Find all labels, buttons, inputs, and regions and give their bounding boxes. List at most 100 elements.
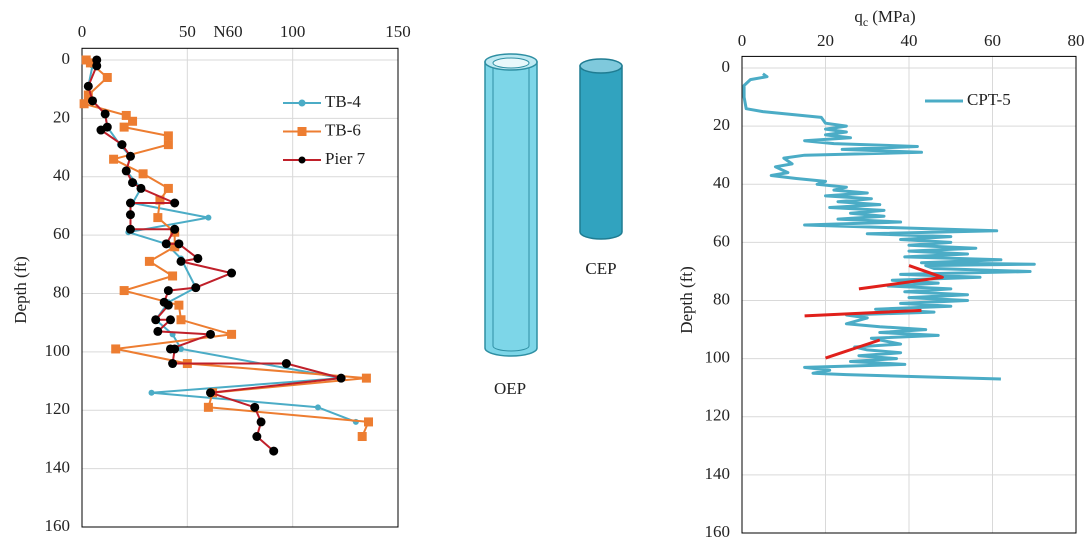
data-point (168, 271, 178, 281)
data-point (121, 166, 131, 176)
data-point (111, 344, 121, 354)
y-tick-label: 120 (705, 406, 731, 425)
oep-label: OEP (494, 379, 526, 398)
data-point (178, 345, 185, 352)
y-tick-label: 60 (53, 224, 70, 243)
series-line (804, 264, 944, 360)
data-point (250, 402, 260, 412)
y-tick-label: 0 (62, 49, 71, 68)
data-point (176, 256, 186, 266)
y-tick-label: 160 (45, 516, 71, 535)
data-point (136, 183, 146, 193)
x-tick-label: 0 (738, 31, 747, 50)
x-tick-label: 100 (280, 22, 306, 41)
data-point (163, 183, 173, 193)
data-point (102, 72, 112, 82)
data-point (206, 329, 216, 339)
series-line (87, 60, 343, 452)
y-tick-label: 100 (705, 348, 731, 367)
data-point (119, 122, 129, 132)
data-point (227, 329, 237, 339)
y-axis-label: Depth (ft) (11, 256, 30, 324)
x-tick-label: 20 (817, 31, 834, 50)
plot-frame (81, 47, 399, 528)
y-tick-label: 60 (713, 231, 730, 250)
legend-label: Pier 7 (325, 149, 366, 168)
x-axis-label-unit: (MPa) (872, 7, 915, 26)
data-point (205, 214, 212, 221)
y-tick-label: 40 (713, 173, 730, 192)
cep-label: CEP (585, 259, 616, 278)
data-point (138, 169, 148, 179)
cep-body (579, 65, 623, 240)
cep-top (579, 58, 623, 74)
data-point (96, 125, 106, 135)
data-point (109, 154, 119, 164)
data-point (148, 389, 155, 396)
data-point (170, 198, 180, 208)
data-point (100, 109, 110, 119)
y-tick-label: 140 (705, 464, 731, 483)
legend-marker (298, 156, 306, 164)
data-point (153, 326, 163, 336)
data-point (336, 373, 346, 383)
data-point (174, 300, 184, 310)
legend-label: TB-4 (325, 92, 361, 111)
data-point (119, 286, 129, 296)
x-tick-label: 60 (984, 31, 1001, 50)
data-point (144, 256, 154, 266)
data-point (125, 198, 135, 208)
data-point (174, 239, 184, 249)
data-point (83, 81, 93, 91)
data-point (163, 300, 173, 310)
y-tick-label: 20 (53, 107, 70, 126)
data-point (176, 315, 186, 325)
data-point (125, 151, 135, 161)
y-tick-label: 120 (45, 399, 71, 418)
x-tick-label: 40 (901, 31, 918, 50)
data-point (83, 90, 93, 100)
data-point (281, 359, 291, 369)
data-point (163, 140, 173, 150)
y-axis-label: Depth (ft) (677, 266, 696, 334)
x-axis-label-base: q (854, 7, 863, 26)
oep-hole (492, 57, 530, 69)
legend-marker (297, 127, 307, 136)
data-point (364, 417, 374, 427)
data-point (252, 432, 262, 442)
series-line (742, 72, 1036, 381)
data-point (269, 446, 279, 456)
y-tick-label: 160 (705, 522, 731, 541)
x-tick-label: 50 (179, 22, 196, 41)
series-line (83, 59, 370, 437)
y-tick-label: 80 (53, 282, 70, 301)
y-tick-label: 100 (45, 341, 71, 360)
data-point (155, 195, 165, 205)
data-point (191, 283, 201, 293)
oep-body (484, 61, 538, 357)
data-point (206, 388, 216, 398)
y-tick-label: 20 (713, 115, 730, 134)
plot-frame (741, 55, 1077, 534)
data-point (161, 239, 171, 249)
x-axis-label-base: N60 (213, 22, 242, 41)
data-point (256, 417, 266, 427)
data-point (128, 116, 138, 126)
data-point (128, 178, 138, 188)
data-point (153, 213, 163, 223)
data-point (117, 140, 127, 150)
data-point (79, 99, 89, 109)
chart: 0 20 40 60 80 100 120 140 160 0 20 40 60 80 qc (MPa) Dep… (677, 7, 1085, 541)
data-point (227, 268, 237, 278)
data-point (170, 344, 180, 354)
data-point (203, 402, 213, 412)
oep-inner-wall (492, 66, 530, 352)
legend-marker (298, 99, 306, 107)
data-point (168, 359, 178, 369)
data-point (125, 224, 135, 234)
data-point (170, 224, 180, 234)
y-tick-label: 0 (722, 57, 731, 76)
x-axis-label: N60 (213, 22, 242, 41)
x-axis-label: qc (MPa) (854, 7, 915, 29)
